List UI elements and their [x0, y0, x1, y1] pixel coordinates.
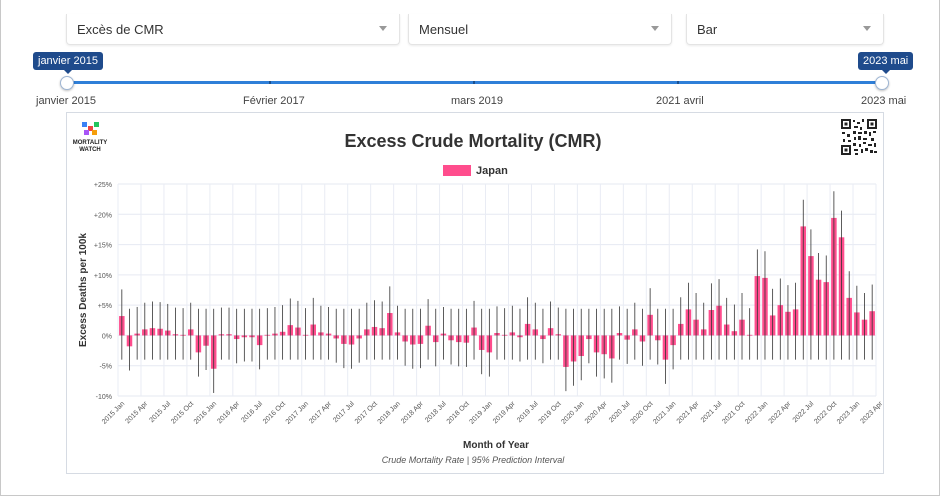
- legend-swatch[interactable]: [443, 165, 471, 176]
- x-tick-label: 2018 Oct: [446, 400, 471, 425]
- y-tick-label: +20%: [94, 212, 112, 219]
- chevron-down-icon: [379, 26, 387, 31]
- x-tick-label: 2019 Jan: [468, 400, 493, 425]
- chart-card: [66, 112, 884, 474]
- slider-tick: [269, 81, 271, 84]
- x-tick-label: 2016 Apr: [216, 400, 241, 425]
- legend-label: Japan: [476, 165, 508, 177]
- period-dropdown-value: Mensuel: [419, 22, 469, 37]
- slider-end-handle[interactable]: [875, 76, 889, 90]
- x-tick-label: 2016 Oct: [262, 400, 287, 425]
- x-tick-label: 2022 Oct: [813, 400, 838, 425]
- y-tick-label: +10%: [94, 273, 112, 280]
- slider-label: mars 2019: [451, 95, 503, 107]
- x-tick-label: 2015 Jan: [101, 400, 126, 425]
- slider-end-bubble: 2023 mai: [858, 52, 914, 74]
- x-tick-label: 2022 Apr: [768, 400, 793, 425]
- metric-dropdown[interactable]: Excès de CMR: [66, 14, 400, 45]
- y-tick-label: +25%: [94, 182, 112, 189]
- x-tick-label: 2020 Apr: [584, 400, 609, 425]
- x-tick-label: 2023 Jan: [836, 400, 861, 425]
- x-tick-label: 2020 Oct: [629, 400, 654, 425]
- chart-type-dropdown-value: Bar: [697, 22, 718, 37]
- metric-dropdown-value: Excès de CMR: [77, 22, 164, 37]
- slider-label: 2021 avril: [656, 95, 704, 107]
- x-tick-label: 2021 Jan: [652, 400, 677, 425]
- slider-tick: [473, 81, 475, 84]
- period-dropdown[interactable]: Mensuel: [408, 14, 672, 45]
- logo-text-line1: MORTALITY: [73, 140, 108, 146]
- qr-code-icon: [840, 118, 878, 156]
- chevron-down-icon: [863, 26, 871, 31]
- x-tick-label: 2017 Jan: [285, 400, 310, 425]
- x-tick-label: 2016 Jan: [193, 400, 218, 425]
- slider-label: Février 2017: [243, 95, 305, 107]
- y-tick-label: 0%: [102, 333, 112, 340]
- y-tick-label: +5%: [98, 303, 112, 310]
- chevron-down-icon: [651, 26, 659, 31]
- x-tick-label: 2018 Apr: [400, 400, 425, 425]
- x-axis-label: Month of Year: [463, 440, 529, 451]
- x-tick-label: 2023 Apr: [859, 400, 884, 425]
- x-tick-label: 2015 Apr: [124, 400, 149, 425]
- x-tick-label: 2017 Apr: [308, 400, 333, 425]
- x-tick-label: 2019 Apr: [492, 400, 517, 425]
- slider-label: janvier 2015: [36, 95, 96, 107]
- x-tick-label: 2017 Oct: [354, 400, 379, 425]
- mortality-watch-logo: MORTALITY WATCH: [73, 122, 108, 153]
- slider-label: 2023 mai: [861, 95, 907, 107]
- x-tick-label: 2019 Oct: [538, 400, 563, 425]
- y-tick-label: -5%: [100, 364, 112, 371]
- y-tick-label: +15%: [94, 243, 112, 250]
- y-axis-label: Excess Deaths per 100k: [78, 233, 89, 347]
- x-tick-label: 2022 Jan: [744, 400, 769, 425]
- x-tick-label: 2021 Oct: [721, 400, 746, 425]
- x-tick-label: 2021 Apr: [676, 400, 701, 425]
- y-tick-label: -10%: [96, 394, 112, 401]
- x-tick-label: 2020 Jan: [560, 400, 585, 425]
- x-tick-label: 2015 Oct: [170, 400, 195, 425]
- x-tick-label: 2018 Jan: [377, 400, 402, 425]
- slider-start-bubble: janvier 2015: [33, 52, 103, 74]
- chart-type-dropdown[interactable]: Bar: [686, 14, 884, 45]
- slider-tick: [677, 81, 679, 84]
- chart-title: Excess Crude Mortality (CMR): [344, 131, 601, 151]
- chart-caption: Crude Mortality Rate | 95% Prediction In…: [382, 455, 565, 465]
- slider-start-handle[interactable]: [60, 76, 74, 90]
- logo-text-line2: WATCH: [79, 147, 101, 153]
